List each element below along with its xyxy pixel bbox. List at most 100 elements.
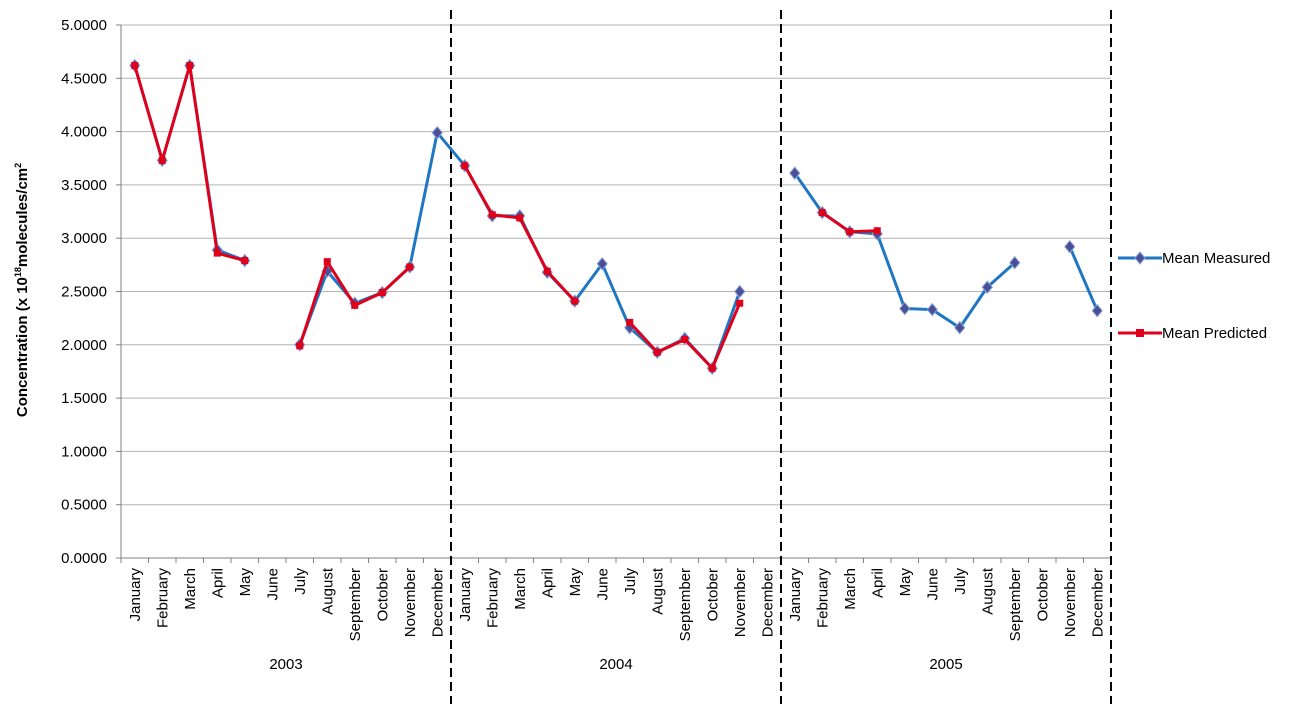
y-tick-label: 2.5000 xyxy=(61,284,107,301)
x-tick-label: November xyxy=(732,568,749,637)
data-point xyxy=(708,364,716,372)
data-point xyxy=(461,162,469,170)
y-tick-label: 3.0000 xyxy=(61,230,107,247)
x-tick-label: July xyxy=(952,568,969,595)
data-point xyxy=(926,302,938,317)
x-tick-label: January xyxy=(787,568,804,622)
legend-swatch-predicted xyxy=(1118,323,1162,343)
y-tick-label: 0.0000 xyxy=(61,550,107,567)
data-point xyxy=(626,318,634,326)
data-point xyxy=(431,125,443,140)
data-point xyxy=(351,301,359,309)
x-tick-label: March xyxy=(842,568,859,610)
x-tick-label: August xyxy=(649,567,666,615)
data-point xyxy=(571,297,579,305)
x-tick-label: December xyxy=(759,568,776,637)
series-layer xyxy=(129,58,1103,376)
data-point xyxy=(323,258,331,266)
x-tick-label: September xyxy=(347,568,364,641)
data-point xyxy=(653,348,661,356)
data-point xyxy=(1091,303,1103,318)
y-tick-label: 5.0000 xyxy=(61,17,107,34)
year-labels: 2003 2004 2005 xyxy=(269,656,962,673)
y-tick-label: 3.5000 xyxy=(61,177,107,194)
x-tick-label: October xyxy=(374,568,391,621)
y-tick-label: 0.5000 xyxy=(61,497,107,514)
x-tick-label: February xyxy=(154,568,171,629)
x-tick-label: June xyxy=(594,568,611,601)
x-tick-label: December xyxy=(1089,568,1106,637)
year-separators xyxy=(450,10,1112,704)
x-tick-label: May xyxy=(237,568,254,597)
x-tick-label: March xyxy=(512,568,529,610)
data-point xyxy=(1009,255,1021,270)
series-mean-measured xyxy=(129,58,1103,376)
year-label: 2005 xyxy=(929,656,962,673)
data-point xyxy=(789,166,801,180)
series-line xyxy=(1068,246,1099,312)
data-point xyxy=(516,214,524,222)
legend-label-predicted: Mean Predicted xyxy=(1162,324,1268,342)
data-point xyxy=(736,299,744,307)
data-point xyxy=(873,227,881,235)
x-tick-label: April xyxy=(539,568,556,598)
data-point xyxy=(981,280,993,295)
data-point xyxy=(488,211,496,219)
series-line xyxy=(463,164,576,303)
x-tick-label: July xyxy=(622,568,639,595)
y-tick-label: 2.0000 xyxy=(61,337,107,354)
x-tick-label: October xyxy=(1034,568,1051,621)
year-label: 2003 xyxy=(269,656,302,673)
x-tick-label: April xyxy=(869,568,886,598)
y-axis-label: Concentration (x 1018molecules/cm2 xyxy=(13,162,31,418)
x-tick-label: April xyxy=(209,568,226,598)
data-point xyxy=(158,156,166,164)
x-tick-label: September xyxy=(677,568,694,641)
x-tick-label: January xyxy=(127,568,144,622)
data-point xyxy=(186,62,194,70)
series-mean-predicted xyxy=(131,62,881,372)
x-tick-label: October xyxy=(704,568,721,621)
data-point xyxy=(1064,239,1076,254)
x-tick-label: December xyxy=(429,568,446,637)
data-point xyxy=(846,228,854,236)
series-line xyxy=(133,64,246,263)
x-tick-label: February xyxy=(814,568,831,629)
data-point xyxy=(954,320,966,335)
data-point xyxy=(899,301,911,316)
x-tick-label: March xyxy=(182,568,199,610)
x-tick-label: February xyxy=(484,568,501,629)
y-tick-label: 4.0000 xyxy=(61,124,107,141)
x-tick-label: November xyxy=(1062,568,1079,637)
gridlines xyxy=(121,24,1111,506)
y-tick-labels: 0.0000 0.5000 1.0000 1.5000 2.0000 2.5000 3.00… xyxy=(61,17,107,567)
data-point xyxy=(734,284,746,299)
y-tick-label: 1.5000 xyxy=(61,390,107,407)
x-tick-label: September xyxy=(1007,568,1024,641)
x-tick-label: August xyxy=(979,567,996,615)
x-tick-labels: January February March April May June July Augu… xyxy=(127,567,1107,641)
x-tick-label: June xyxy=(264,568,281,601)
data-point xyxy=(406,263,414,271)
x-tick-label: July xyxy=(292,568,309,595)
data-point xyxy=(131,62,139,70)
x-tick-label: August xyxy=(319,567,336,615)
axes xyxy=(116,24,1112,563)
data-point xyxy=(543,267,551,275)
legend-swatch-measured xyxy=(1118,248,1162,268)
x-tick-label: November xyxy=(402,568,419,637)
x-tick-label: January xyxy=(457,568,474,622)
year-label: 2004 xyxy=(599,656,632,673)
x-tick-label: May xyxy=(897,568,914,597)
legend: Mean Measured Mean Predicted xyxy=(1118,248,1293,398)
data-point xyxy=(296,342,304,350)
data-point xyxy=(213,249,221,257)
data-point xyxy=(818,209,826,217)
x-tick-label: May xyxy=(567,568,584,597)
legend-item-measured: Mean Measured xyxy=(1118,248,1293,268)
y-tick-label: 1.0000 xyxy=(61,443,107,460)
data-point xyxy=(241,257,249,265)
x-tick-label: June xyxy=(924,568,941,601)
series-line xyxy=(298,131,742,370)
